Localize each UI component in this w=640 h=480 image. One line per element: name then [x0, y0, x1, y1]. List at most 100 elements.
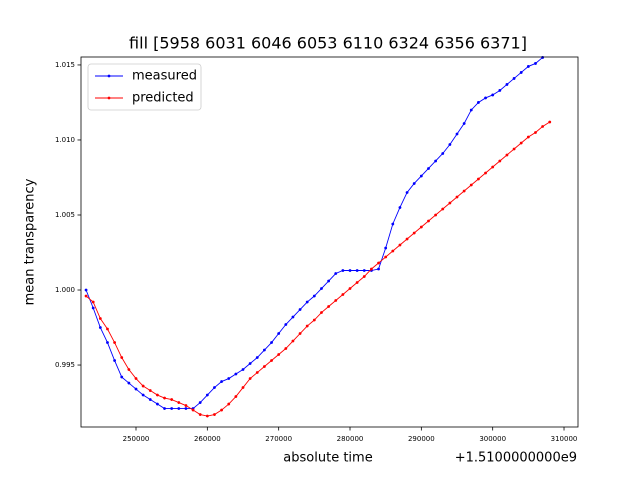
data-point: [391, 222, 395, 226]
data-point: [412, 231, 416, 235]
x-tick-label: 290000: [408, 435, 435, 443]
data-point: [312, 318, 316, 322]
data-point: [177, 401, 181, 404]
data-point: [227, 377, 231, 380]
data-point: [141, 393, 145, 397]
data-point: [455, 195, 459, 199]
data-point: [213, 413, 216, 416]
data-point: [277, 332, 281, 335]
data-point: [491, 165, 495, 169]
data-point: [434, 159, 438, 163]
data-point: [362, 269, 366, 272]
data-point: [163, 407, 166, 410]
data-point: [405, 191, 409, 194]
data-point: [469, 183, 473, 187]
data-point: [98, 317, 102, 320]
data-point: [548, 120, 552, 124]
data-point: [91, 306, 95, 310]
data-point: [469, 108, 473, 112]
data-point: [405, 237, 409, 241]
data-point: [106, 341, 109, 344]
data-point: [305, 324, 309, 328]
x-tick-label: 300000: [479, 435, 506, 443]
data-point: [84, 288, 88, 292]
data-point: [355, 281, 359, 284]
data-point: [156, 402, 159, 406]
data-point: [220, 408, 224, 412]
data-point: [213, 386, 216, 389]
x-tick-label: 250000: [123, 435, 150, 443]
y-tick-label: 1.005: [55, 211, 75, 219]
data-point: [248, 377, 252, 380]
data-point: [113, 359, 116, 362]
data-point: [106, 327, 109, 331]
data-point: [198, 413, 202, 416]
data-point: [284, 323, 288, 326]
data-point: [270, 341, 273, 344]
data-point: [384, 255, 388, 259]
plot-area: [84, 56, 552, 418]
data-point: [327, 279, 331, 283]
data-point: [227, 402, 231, 406]
data-point: [341, 269, 345, 272]
data-point: [198, 401, 202, 404]
x-tick-label: 270000: [265, 435, 292, 443]
data-point: [284, 347, 288, 350]
data-point: [134, 387, 138, 391]
data-point: [348, 287, 352, 290]
data-point: [377, 267, 380, 271]
data-point: [248, 362, 252, 365]
data-point: [205, 393, 209, 397]
data-point: [148, 398, 152, 401]
data-point: [241, 386, 245, 389]
data-point: [277, 353, 281, 356]
data-point: [120, 375, 124, 379]
x-tick-label: 260000: [194, 435, 221, 443]
data-point: [320, 287, 323, 290]
y-tick-label: 1.000: [55, 286, 75, 294]
data-point: [341, 293, 345, 296]
data-point: [512, 147, 516, 151]
data-point: [177, 407, 181, 410]
data-point: [512, 77, 516, 80]
data-point: [134, 377, 138, 380]
legend-box: [87, 63, 202, 111]
data-point: [355, 269, 359, 272]
data-point: [234, 372, 238, 376]
data-point: [298, 308, 302, 311]
x-tick-label: 280000: [337, 435, 364, 443]
y-tick-label: 1.015: [55, 61, 75, 69]
data-point: [113, 341, 116, 344]
data-point: [184, 407, 188, 410]
data-point: [255, 356, 259, 359]
data-point: [498, 89, 502, 92]
data-point: [477, 101, 480, 104]
data-point: [148, 389, 152, 392]
data-point: [427, 167, 430, 170]
data-point: [305, 300, 309, 304]
data-point: [320, 311, 323, 314]
data-point: [334, 272, 338, 275]
data-point: [412, 182, 416, 185]
data-point: [191, 408, 195, 412]
data-point: [534, 131, 537, 134]
data-point: [434, 213, 438, 217]
data-point: [91, 300, 95, 304]
data-point: [163, 396, 166, 400]
data-point: [534, 62, 537, 65]
data-point: [291, 339, 295, 343]
data-point: [419, 174, 423, 178]
data-point: [334, 299, 338, 302]
data-point: [505, 83, 509, 86]
legend: measured predicted: [87, 63, 202, 111]
chart-title: fill [5958 6031 6046 6053 6110 6324 6356…: [129, 34, 527, 53]
data-point: [541, 125, 545, 128]
data-point: [462, 122, 466, 125]
data-point: [170, 398, 174, 401]
data-point: [505, 153, 509, 157]
data-point: [362, 275, 366, 278]
data-point: [348, 269, 352, 272]
data-point: [205, 414, 209, 418]
data-point: [448, 201, 452, 205]
